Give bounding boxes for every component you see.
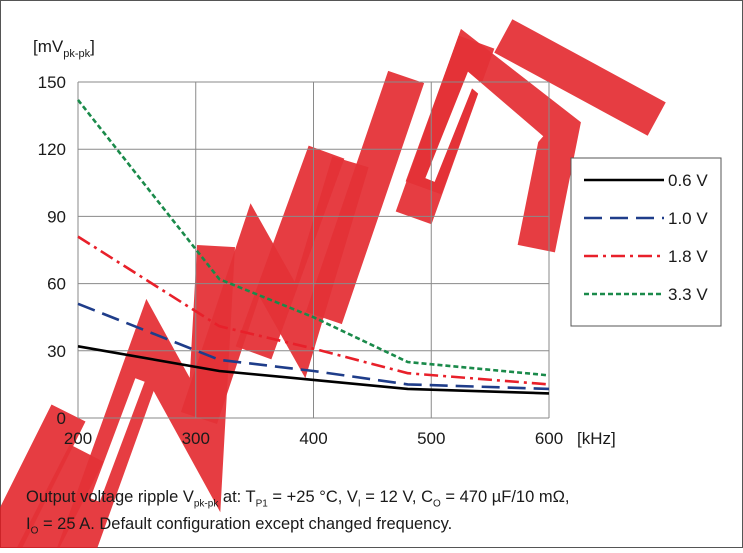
- watermark-inner: [90, 378, 145, 502]
- grid: [77, 81, 550, 419]
- x-tick-label: 500: [417, 429, 445, 448]
- x-tick-label: 600: [535, 429, 563, 448]
- y-tick-label: 60: [47, 275, 66, 294]
- legend: 0.6 V 1.0 V 1.8 V 3.3 V: [570, 157, 722, 327]
- x-axis-title: [kHz]: [577, 429, 616, 448]
- watermark-stroke: [0, 404, 86, 553]
- legend-label: 1.0 V: [668, 209, 708, 228]
- series-line-1-8-v: [77, 235, 550, 386]
- watermark-stroke: [494, 19, 666, 136]
- legend-label: 3.3 V: [668, 285, 708, 304]
- x-tick-labels: 200 300 400 500 600: [64, 429, 563, 448]
- legend-label: 1.8 V: [668, 247, 708, 266]
- legend-label: 0.6 V: [668, 171, 708, 190]
- x-tick-label: 200: [64, 429, 92, 448]
- y-tick-label: 90: [47, 207, 66, 226]
- y-tick-label: 30: [47, 342, 66, 361]
- watermark: [0, 19, 666, 553]
- legend-box: [570, 157, 722, 327]
- caption-line-2: IO = 25 A. Default configuration except …: [26, 515, 453, 537]
- series-lines: [76, 99, 550, 395]
- y-tick-label: 120: [38, 140, 66, 159]
- series-line-3-3-v: [76, 99, 550, 377]
- watermark-stroke: [14, 444, 104, 553]
- y-tick-labels: 0 30 60 90 120 150: [38, 73, 66, 428]
- x-tick-label: 300: [182, 429, 210, 448]
- series-line-1-0-v: [77, 302, 550, 391]
- caption-line-1: Output voltage ripple Vpk-pk at: TP1 = +…: [26, 488, 570, 510]
- watermark-stroke: [305, 70, 425, 325]
- series-line-0-6-v: [77, 345, 550, 395]
- figure-caption: Output voltage ripple Vpk-pk at: TP1 = +…: [26, 487, 726, 542]
- y-axis-title: [mVpk-pk]: [33, 37, 95, 60]
- y-tick-label: 150: [38, 73, 66, 92]
- x-tick-label: 400: [299, 429, 327, 448]
- y-tick-label: 0: [57, 409, 66, 428]
- watermark-stroke: [235, 145, 345, 360]
- watermark-inner: [425, 71, 544, 182]
